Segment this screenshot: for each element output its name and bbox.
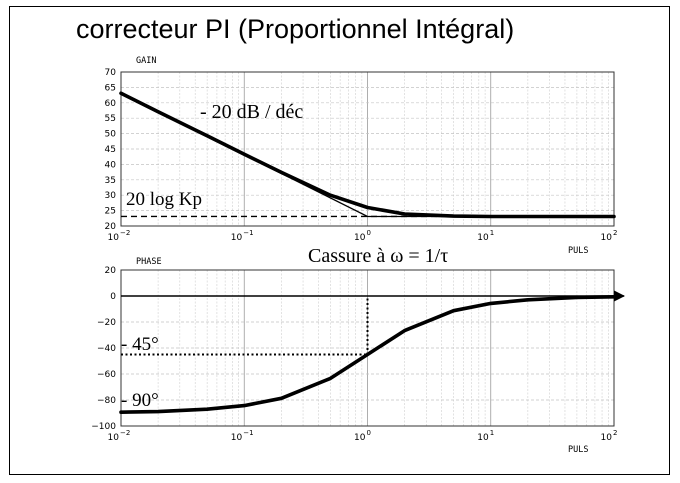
gain-y-tick-label: 25 bbox=[105, 207, 116, 217]
gain-x-tick-label: 10 bbox=[108, 233, 120, 243]
phase-x-tick-exponent: 2 bbox=[613, 429, 617, 437]
gain-y-tick-label: 55 bbox=[105, 114, 116, 124]
gain-x-axis-label: PULS bbox=[568, 246, 588, 256]
phase-chart bbox=[119, 290, 626, 414]
phase-x-tick-exponent: 1 bbox=[490, 429, 494, 437]
gain-chart bbox=[119, 91, 616, 219]
phase-x-tick-label: 10 bbox=[601, 433, 613, 443]
gain-x-tick-exponent: 0 bbox=[367, 229, 371, 237]
kp-annotation: 20 log Kp bbox=[126, 189, 202, 210]
gain-x-tick-exponent: 2 bbox=[613, 229, 617, 237]
phase-x-tick-label: 10 bbox=[108, 433, 120, 443]
phase-plot-frame bbox=[120, 269, 615, 427]
phase-x-tick-exponent: −2 bbox=[120, 429, 130, 437]
phase-y-tick-label: −60 bbox=[97, 370, 116, 380]
phase-y-tick-label: −20 bbox=[97, 318, 116, 328]
gain-plot-frame bbox=[120, 71, 615, 227]
gain-x-tick-label: 10 bbox=[231, 233, 243, 243]
phase-x-tick-label: 10 bbox=[477, 433, 489, 443]
phase-90-annotation: - 90° bbox=[121, 390, 159, 411]
phase-axis-label: PHASE bbox=[136, 257, 162, 267]
slope-annotation: - 20 dB / déc bbox=[200, 101, 303, 123]
phase-x-tick-exponent: 0 bbox=[367, 429, 371, 437]
slide-frame bbox=[9, 6, 670, 475]
phase-y-tick-label: 0 bbox=[110, 292, 116, 302]
gain-y-tick-label: 40 bbox=[105, 160, 117, 170]
gain-axis-label: GAIN bbox=[136, 56, 156, 66]
phase-y-tick-label: −40 bbox=[97, 344, 116, 354]
phase-x-tick-label: 10 bbox=[354, 433, 366, 443]
gain-x-tick-label: 10 bbox=[477, 233, 489, 243]
gain-x-tick-label: 10 bbox=[354, 233, 366, 243]
phase-curve bbox=[119, 295, 616, 414]
page-title: correcteur PI (Proportionnel Intégral) bbox=[76, 14, 515, 44]
gain-y-tick-label: 60 bbox=[105, 99, 117, 109]
gain-x-tick-exponent: 1 bbox=[490, 229, 494, 237]
gain-y-tick-label: 65 bbox=[105, 83, 116, 93]
phase-x-tick-exponent: −1 bbox=[243, 429, 253, 437]
phase-45-annotation: - 45° bbox=[121, 334, 159, 355]
gain-x-tick-exponent: −1 bbox=[243, 229, 253, 237]
phase-x-tick-label: 10 bbox=[231, 433, 243, 443]
cassure-annotation: Cassure à ω = 1/τ bbox=[308, 245, 448, 267]
gain-y-tick-label: 20 bbox=[105, 222, 117, 232]
gain-x-tick-exponent: −2 bbox=[120, 229, 130, 237]
phase-y-tick-label: −100 bbox=[91, 422, 116, 432]
gain-y-tick-label: 70 bbox=[105, 68, 117, 78]
gain-y-tick-label: 35 bbox=[105, 176, 116, 186]
gain-curve bbox=[119, 91, 616, 219]
gain-y-tick-label: 45 bbox=[105, 145, 116, 155]
phase-y-tick-label: 20 bbox=[105, 266, 117, 276]
gain-y-tick-label: 50 bbox=[105, 130, 117, 140]
gain-y-tick-label: 30 bbox=[105, 191, 117, 201]
phase-x-axis-label: PULS bbox=[568, 445, 588, 455]
phase-y-tick-label: −80 bbox=[97, 396, 116, 406]
gain-x-tick-label: 10 bbox=[601, 233, 613, 243]
